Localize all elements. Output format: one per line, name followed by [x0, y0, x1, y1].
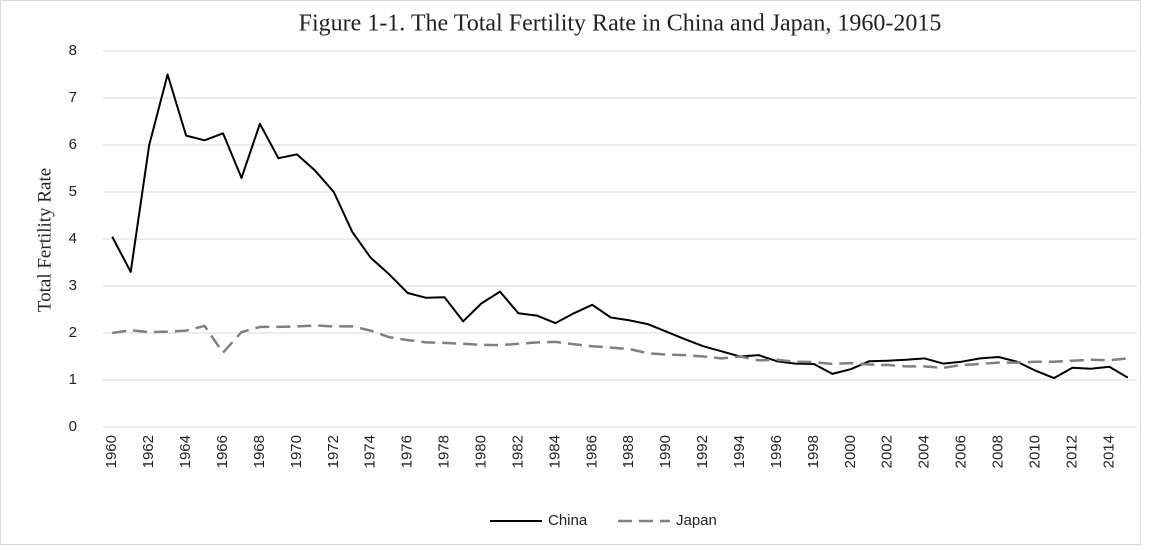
- x-tick-label: 1962: [140, 435, 157, 468]
- y-tick-label: 0: [69, 418, 77, 435]
- x-tick-label: 1986: [583, 435, 600, 468]
- x-tick-label: 1978: [436, 435, 453, 468]
- x-tick-label: 1982: [509, 435, 526, 468]
- x-tick-label: 1996: [768, 435, 785, 468]
- x-tick-label: 1972: [325, 435, 342, 468]
- x-tick-label: 1988: [620, 435, 637, 468]
- x-tick-label: 2010: [1026, 435, 1043, 468]
- legend-label: China: [548, 512, 588, 529]
- x-tick-label: 2014: [1100, 435, 1117, 468]
- series-line: [112, 324, 1128, 370]
- y-tick-label: 7: [69, 89, 77, 106]
- y-tick-label: 2: [69, 324, 77, 341]
- x-tick-label: 1970: [288, 435, 305, 468]
- x-tick-label: 2008: [989, 435, 1006, 468]
- x-tick-label: 1984: [546, 435, 563, 468]
- x-tick-label: 2006: [953, 435, 970, 468]
- x-tick-label: 1998: [805, 435, 822, 468]
- x-tick-label: 1976: [399, 435, 416, 468]
- x-tick-label: 1968: [251, 435, 268, 468]
- x-tick-label: 1974: [362, 435, 379, 468]
- y-tick-label: 8: [69, 42, 77, 59]
- y-axis-label: Total Fertility Rate: [34, 168, 55, 312]
- x-tick-label: 1980: [472, 435, 489, 468]
- x-tick-label: 2000: [842, 435, 859, 468]
- x-tick-label: 1990: [657, 435, 674, 468]
- x-tick-label: 1960: [103, 435, 120, 468]
- x-tick-label: 2004: [916, 435, 933, 468]
- series-line: [111, 73, 1129, 380]
- x-tick-label: 1964: [177, 435, 194, 468]
- chart-title: Figure 1-1. The Total Fertility Rate in …: [299, 11, 942, 37]
- x-tick-label: 2002: [879, 435, 896, 468]
- x-tick-label: 1992: [694, 435, 711, 468]
- legend-label: Japan: [676, 512, 717, 529]
- x-tick-label: 2012: [1063, 435, 1080, 468]
- y-tick-label: 4: [69, 230, 77, 247]
- x-tick-label: 1994: [731, 435, 748, 468]
- y-tick-label: 5: [69, 183, 77, 200]
- y-tick-label: 6: [69, 136, 77, 153]
- x-tick-label: 1966: [214, 435, 231, 468]
- y-tick-label: 1: [69, 371, 77, 388]
- y-tick-label: 3: [69, 277, 77, 294]
